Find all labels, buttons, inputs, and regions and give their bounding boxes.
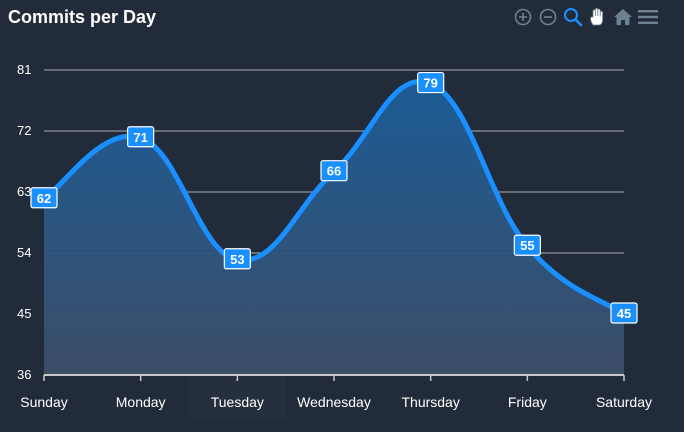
zoom-in-icon[interactable] xyxy=(513,6,533,28)
highlight-band xyxy=(189,375,286,419)
data-label-box xyxy=(417,71,445,94)
menu-icon[interactable] xyxy=(638,6,658,28)
data-label-box xyxy=(320,160,348,182)
data-label: 62 xyxy=(37,191,51,206)
y-tick-label: 63 xyxy=(17,184,31,199)
data-label-box xyxy=(127,126,155,148)
data-label: 66 xyxy=(327,164,341,179)
x-tick-label: Tuesday xyxy=(211,394,264,410)
data-label: 71 xyxy=(133,130,147,145)
data-label: 53 xyxy=(230,252,244,267)
zoom-out-icon[interactable] xyxy=(538,6,558,28)
selection-zoom-icon[interactable] xyxy=(563,6,583,28)
y-tick-label: 81 xyxy=(17,62,31,77)
x-tick-label: Friday xyxy=(508,394,547,410)
x-tick-label: Sunday xyxy=(20,394,67,410)
x-tick-label: Wednesday xyxy=(297,394,371,410)
data-label-box xyxy=(513,234,541,256)
chart-title: Commits per Day xyxy=(8,7,157,27)
y-tick-label: 54 xyxy=(17,245,31,260)
data-label: 45 xyxy=(617,306,631,321)
x-tick-label: Monday xyxy=(116,394,166,410)
chart-toolbar xyxy=(513,6,658,28)
data-label: 55 xyxy=(520,238,534,253)
series-area xyxy=(44,81,624,375)
pan-icon[interactable] xyxy=(588,6,608,28)
x-tick-label: Thursday xyxy=(401,394,459,410)
data-label-box xyxy=(223,248,251,270)
data-label: 79 xyxy=(423,76,437,91)
reset-home-icon[interactable] xyxy=(613,6,633,28)
y-tick-label: 45 xyxy=(17,306,31,321)
y-tick-label: 72 xyxy=(17,123,31,138)
x-tick-label: Saturday xyxy=(596,394,652,410)
data-label-box xyxy=(30,187,58,209)
y-tick-label: 36 xyxy=(17,367,31,382)
data-label-box xyxy=(610,302,638,324)
